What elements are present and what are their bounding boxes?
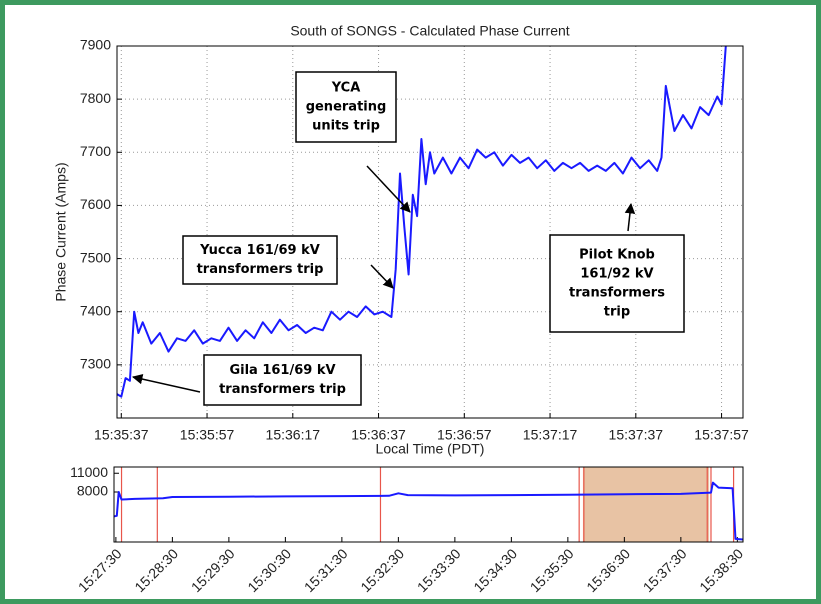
x-tick-label: 15:37:57 (694, 427, 749, 443)
annotation-text: YCA (331, 81, 361, 96)
plot-border (116, 45, 744, 419)
annotation-arrow (624, 202, 636, 232)
data-line (113, 481, 744, 541)
annotation-box (549, 234, 685, 333)
annotation-arrow (131, 373, 201, 393)
annotation-text: units trip (312, 119, 380, 134)
y-tick-label: 7800 (80, 90, 111, 106)
annotation-text: transformers trip (219, 382, 346, 397)
x-tick-label: 15:35:57 (180, 427, 235, 443)
y-tick-label: 7900 (80, 37, 111, 53)
highlight-region (582, 467, 710, 542)
x-axis-label: Local Time (PDT) (376, 441, 485, 457)
annotation-arrow (370, 264, 394, 289)
annotation-text: Pilot Knob (579, 248, 655, 263)
y-tick-label: 7500 (80, 249, 111, 265)
annotation-text: Gila 161/69 kV (229, 363, 335, 378)
x-tick-label: 15:36:17 (266, 427, 321, 443)
y-tick-label: 8000 (77, 483, 108, 499)
y-tick-label: 7600 (80, 196, 111, 212)
data-line (116, 45, 727, 398)
x-tick-label: 15:37:37 (609, 427, 664, 443)
x-tick-label: 15:36:57 (437, 427, 492, 443)
chart-title: South of SONGS - Calculated Phase Curren… (290, 23, 569, 39)
annotation-text: Yucca 161/69 kV (199, 243, 320, 258)
x-tick-label: 15:36:37 (351, 427, 406, 443)
annotation-box (295, 71, 397, 143)
annotation-box (182, 235, 338, 285)
y-tick-label: 11000 (70, 464, 108, 480)
annotation-text: transformers (569, 286, 665, 301)
y-axis-label: Phase Current (Amps) (53, 162, 69, 301)
annotation-text: trip (604, 305, 630, 320)
plot-border (113, 466, 744, 543)
annotation-text: 161/92 kV (580, 267, 653, 282)
x-tick-label: 15:35:37 (94, 427, 149, 443)
annotation-arrow (366, 165, 411, 213)
x-tick-label: 15:37:17 (523, 427, 578, 443)
annotation-box (203, 354, 362, 406)
y-tick-label: 7400 (80, 302, 111, 318)
annotation-text: generating (306, 100, 387, 115)
y-tick-label: 7700 (80, 143, 111, 159)
annotation-text: transformers trip (197, 262, 324, 277)
y-tick-label: 7300 (80, 356, 111, 372)
